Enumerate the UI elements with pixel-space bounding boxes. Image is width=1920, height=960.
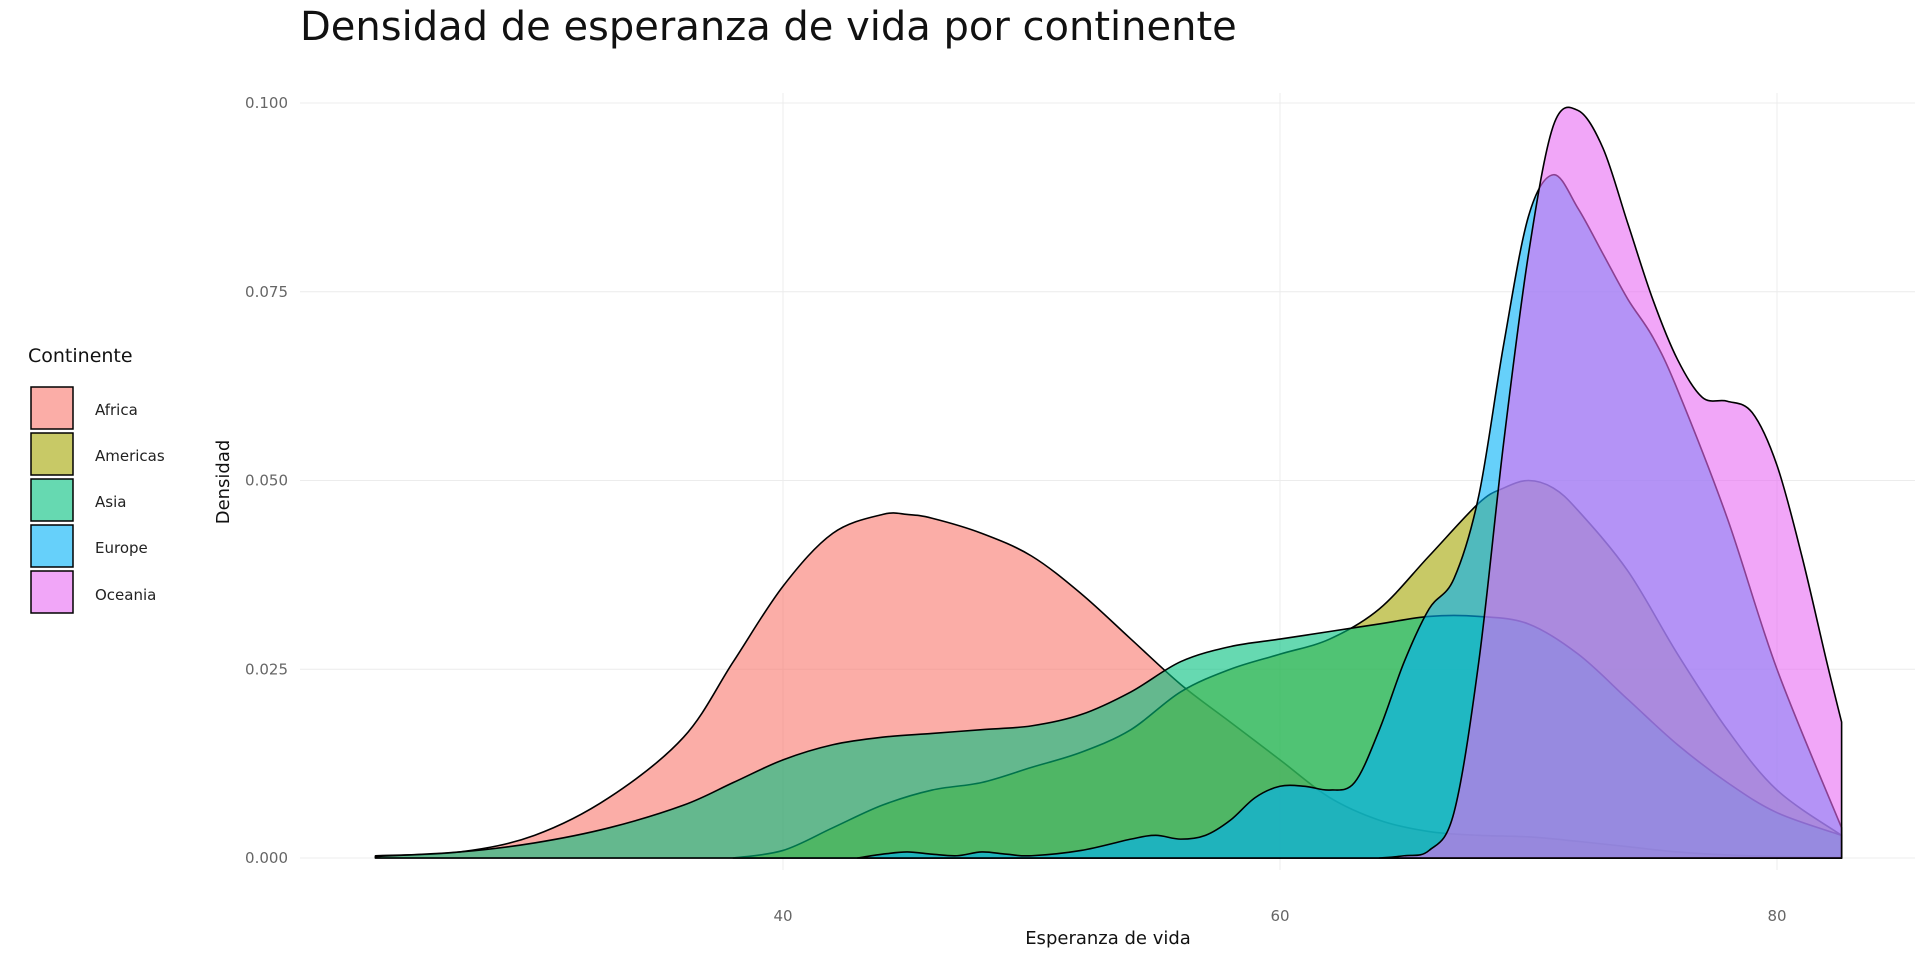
y-axis-title: Densidad: [213, 440, 234, 525]
legend-swatch-africa: [30, 386, 74, 430]
legend-label-americas: Americas: [95, 447, 165, 465]
x-axis-title: Esperanza de vida: [1025, 928, 1191, 949]
legend-swatch-asia: [30, 478, 74, 522]
axis-ticks: 0.000 0.025 0.050 0.075 0.100 40 60 80: [245, 94, 1787, 925]
y-tick-label: 0.050: [245, 472, 288, 490]
density-area-oceania: [1378, 106, 1843, 859]
x-tick-label: 60: [1270, 907, 1289, 925]
legend-item-europe: Europe: [30, 524, 148, 568]
legend-item-asia: Asia: [30, 478, 126, 522]
legend-item-americas: Americas: [30, 432, 165, 476]
legend-swatch-oceania: [30, 570, 74, 614]
chart-title: Densidad de esperanza de vida por contin…: [300, 4, 1237, 50]
legend-title: Continente: [28, 345, 133, 367]
density-areas: [374, 106, 1843, 859]
legend: Continente Africa Americas Asia Europe O…: [28, 345, 165, 614]
y-tick-label: 0.025: [245, 660, 288, 678]
legend-label-oceania: Oceania: [95, 586, 156, 604]
legend-swatch-europe: [30, 524, 74, 568]
x-tick-label: 80: [1767, 907, 1786, 925]
legend-swatch-americas: [30, 432, 74, 476]
legend-item-africa: Africa: [30, 386, 138, 430]
y-tick-label: 0.000: [245, 849, 288, 867]
legend-label-asia: Asia: [95, 493, 126, 511]
legend-item-oceania: Oceania: [30, 570, 156, 614]
legend-label-africa: Africa: [95, 401, 138, 419]
y-tick-label: 0.100: [245, 94, 288, 112]
x-tick-label: 40: [773, 907, 792, 925]
y-tick-label: 0.075: [245, 283, 288, 301]
legend-label-europe: Europe: [95, 539, 148, 557]
